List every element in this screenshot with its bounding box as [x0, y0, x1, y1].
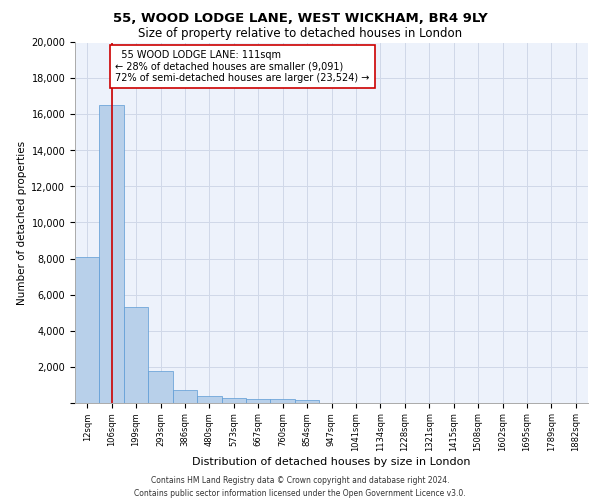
Text: Contains HM Land Registry data © Crown copyright and database right 2024.
Contai: Contains HM Land Registry data © Crown c… [134, 476, 466, 498]
Bar [197, 396, 221, 402]
Bar [75, 256, 100, 402]
Bar [295, 400, 319, 402]
Text: Size of property relative to detached houses in London: Size of property relative to detached ho… [138, 28, 462, 40]
Text: 55 WOOD LODGE LANE: 111sqm
← 28% of detached houses are smaller (9,091)
72% of s: 55 WOOD LODGE LANE: 111sqm ← 28% of deta… [115, 50, 370, 83]
X-axis label: Distribution of detached houses by size in London: Distribution of detached houses by size … [192, 457, 471, 467]
Y-axis label: Number of detached properties: Number of detached properties [17, 140, 27, 304]
Bar [246, 399, 271, 402]
Bar [124, 307, 148, 402]
Bar [148, 371, 173, 402]
Text: 55, WOOD LODGE LANE, WEST WICKHAM, BR4 9LY: 55, WOOD LODGE LANE, WEST WICKHAM, BR4 9… [113, 12, 487, 26]
Bar [173, 390, 197, 402]
Bar [100, 106, 124, 403]
Bar [271, 400, 295, 402]
Bar [221, 398, 246, 402]
